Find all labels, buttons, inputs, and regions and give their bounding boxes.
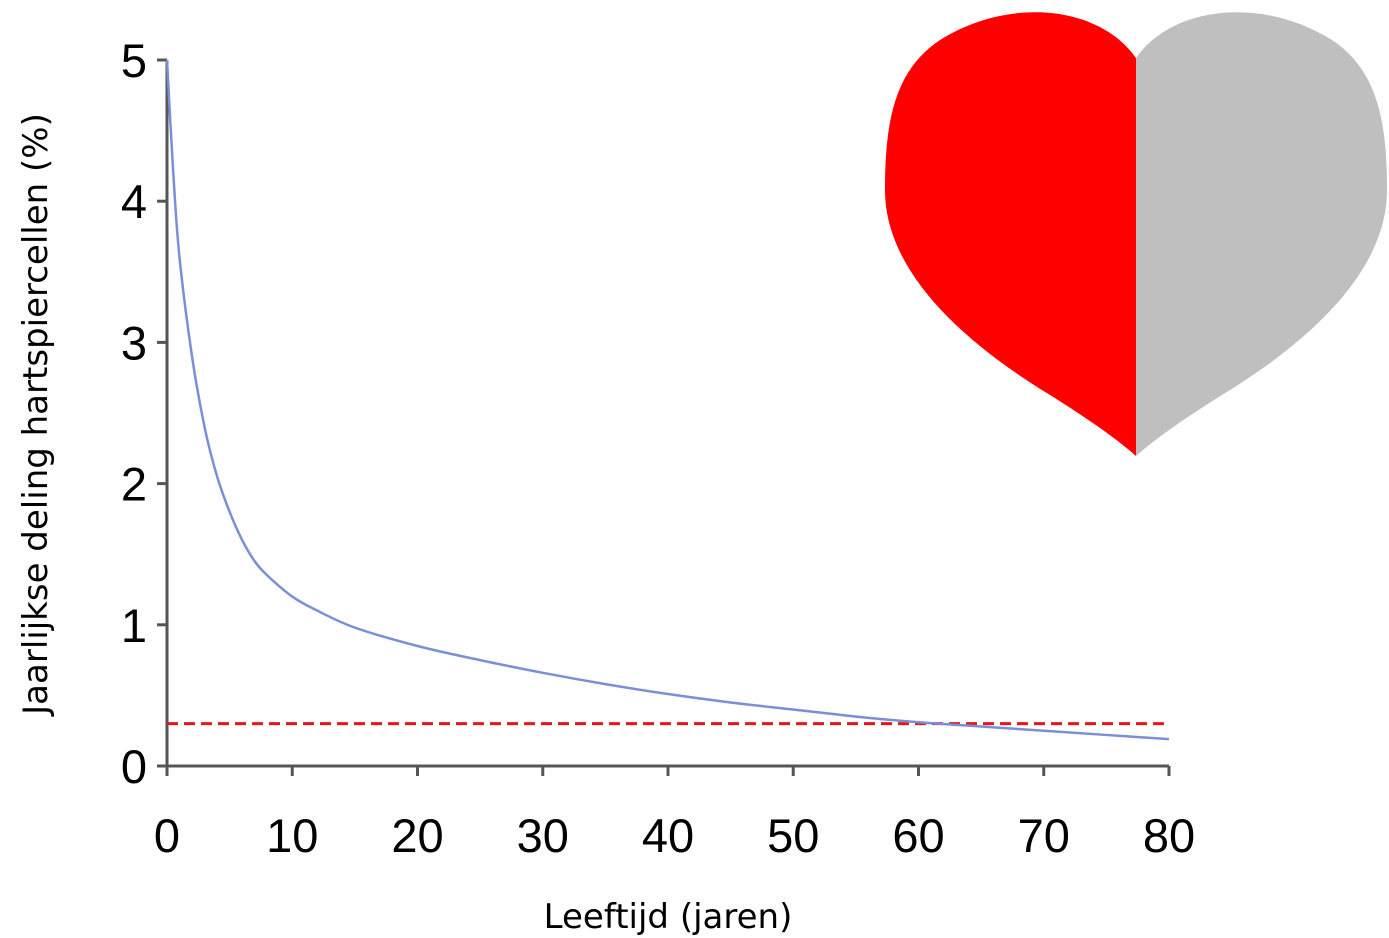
x-tick-label: 20 (391, 809, 443, 862)
heart-left-half (885, 12, 1136, 456)
heart-right-half (1136, 12, 1387, 456)
x-tick-label: 40 (642, 809, 694, 862)
y-tick-label: 0 (121, 740, 147, 793)
x-tick-label: 10 (266, 809, 318, 862)
heart-icon (885, 12, 1387, 456)
x-tick-label: 30 (517, 809, 569, 862)
y-tick-label: 1 (121, 599, 147, 652)
x-tick-label: 60 (892, 809, 944, 862)
x-tick-label: 80 (1143, 809, 1195, 862)
y-tick-label: 2 (121, 458, 147, 511)
y-axis-label: Jaarlijkse deling hartspiercellen (%) (16, 113, 56, 717)
x-tick-label: 70 (1018, 809, 1070, 862)
x-tick-label: 0 (154, 809, 180, 862)
x-axis-label: Leeftijd (jaren) (544, 897, 793, 937)
y-tick-label: 4 (121, 175, 147, 228)
y-tick-label: 5 (121, 34, 147, 87)
y-tick-label: 3 (121, 316, 147, 369)
x-tick-label: 50 (767, 809, 819, 862)
